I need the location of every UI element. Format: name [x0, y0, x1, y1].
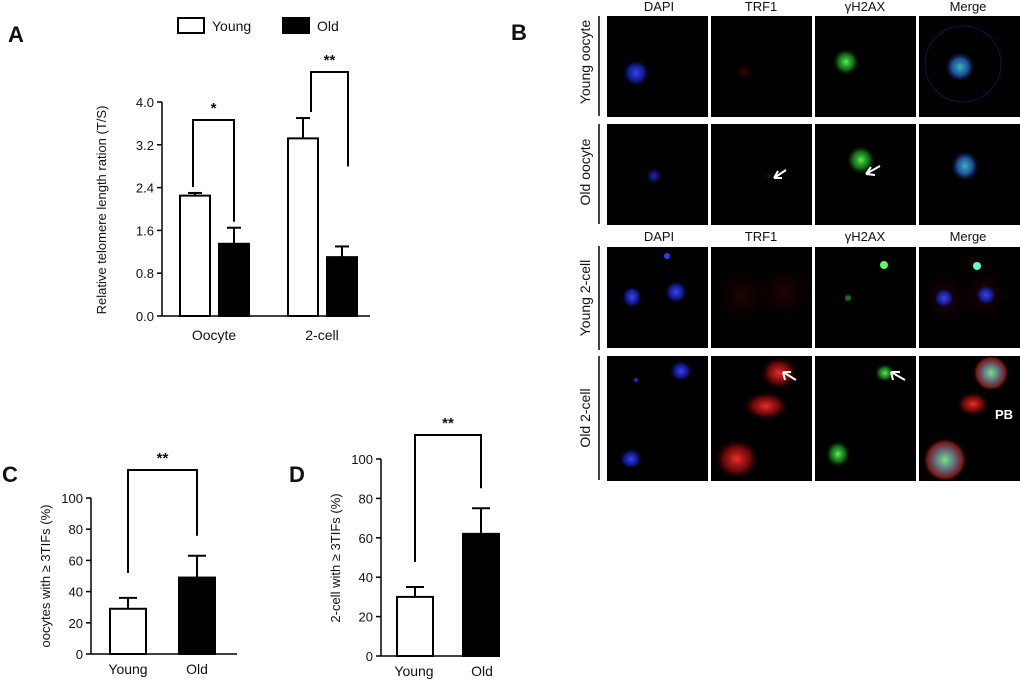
panel-letter-b: B — [511, 20, 527, 45]
y-tick-label: 100 — [351, 452, 373, 467]
x-category-label: Oocyte — [192, 327, 237, 343]
arrow-icon — [865, 165, 881, 176]
legend-label-old: Old — [317, 18, 339, 34]
significance-bracket-2cell — [310, 71, 349, 167]
x-category-label: Old — [186, 661, 208, 677]
image-old-oocyte-gh2ax — [815, 124, 916, 225]
bar-old-0 — [218, 242, 250, 317]
col-header-merge-bottom: Merge — [950, 229, 987, 244]
image-young-2cell-merge — [917, 247, 1020, 348]
y-tick-label: 0 — [366, 649, 373, 664]
image-young-2cell-dapi — [607, 247, 708, 348]
image-old-2cell-merge: PB — [919, 355, 1020, 482]
y-tick-label: 60 — [359, 531, 373, 546]
significance-bracket-label: ** — [157, 450, 169, 467]
col-header-gh2ax-bottom: γH2AX — [845, 229, 886, 244]
y-tick-label: 40 — [359, 570, 373, 585]
y-axis-label: Relative telomere length ration (T/S) — [94, 106, 109, 315]
arrow-icon — [782, 371, 797, 381]
col-header-trf1-top: TRF1 — [745, 0, 778, 14]
image-old-2cell-trf1 — [711, 356, 812, 481]
image-old-oocyte-merge — [919, 124, 1020, 225]
legend: Young Old — [177, 17, 339, 34]
arrow-icon — [890, 371, 906, 381]
x-category-label: 2-cell — [305, 327, 338, 343]
x-category-label: Young — [394, 663, 433, 679]
col-header-merge-top: Merge — [950, 0, 987, 14]
y-tick-label: 40 — [69, 585, 83, 600]
image-young-oocyte-merge — [919, 16, 1020, 117]
image-young-oocyte-trf1 — [711, 16, 812, 117]
bar-old — [178, 576, 216, 655]
legend-label-young: Young — [212, 18, 251, 34]
y-axis-label: 2-cell with ≥ 3TIFs (%) — [328, 493, 343, 622]
y-tick-label: 20 — [359, 610, 373, 625]
pb-annotation: PB — [995, 407, 1013, 422]
image-old-2cell-dapi — [607, 356, 708, 481]
y-tick-label: 3.2 — [136, 138, 154, 153]
panel-letter-c: C — [2, 462, 18, 487]
x-category-label: Old — [471, 663, 493, 679]
y-tick-label: 4.0 — [136, 95, 154, 110]
bar-young-1 — [287, 137, 319, 317]
y-tick-label: 0 — [76, 647, 83, 662]
significance-bracket-oocyte-label: * — [211, 100, 217, 117]
image-young-oocyte-gh2ax — [815, 16, 916, 117]
y-tick-label: 0.0 — [136, 309, 154, 324]
row-label-old-2cell: Old 2-cell — [577, 388, 593, 447]
y-tick-label: 60 — [69, 553, 83, 568]
bar-young — [396, 595, 434, 658]
col-header-trf1-bottom: TRF1 — [745, 229, 778, 244]
significance-bracket — [414, 434, 482, 563]
image-young-oocyte-dapi — [607, 16, 708, 117]
image-old-2cell-gh2ax — [815, 356, 916, 481]
col-header-dapi-top: DAPI — [644, 0, 674, 14]
image-young-2cell-trf1 — [711, 247, 814, 348]
col-header-dapi-bottom: DAPI — [644, 229, 674, 244]
arrow-icon — [773, 169, 787, 179]
microscopy-panel: DAPI TRF1 γH2AX Merge DAPI TRF1 γH2AX Me… — [577, 0, 1020, 482]
bar-old — [462, 532, 500, 657]
row-label-young-2cell: Young 2-cell — [577, 260, 593, 337]
image-young-2cell-gh2ax — [815, 247, 916, 348]
y-tick-label: 2.4 — [136, 181, 154, 196]
significance-bracket-2cell-label: ** — [324, 52, 336, 69]
significance-bracket-oocyte — [192, 119, 235, 222]
y-axis-label: oocytes with ≥ 3TIFs (%) — [38, 505, 53, 648]
row-label-young-oocyte: Young oocyte — [577, 20, 593, 105]
significance-bracket-label: ** — [442, 415, 454, 432]
panel-letter-a: A — [8, 22, 24, 47]
y-tick-label: 80 — [69, 522, 83, 537]
bar-old-1 — [326, 256, 358, 317]
y-tick-label: 1.6 — [136, 223, 154, 238]
significance-bracket — [127, 469, 198, 573]
image-old-oocyte-trf1 — [711, 124, 812, 225]
panel-letter-d: D — [289, 462, 305, 487]
chart-c: 0 20 40 60 80 100 Young Old ** oocytes with ≥ 3TI… — [38, 450, 237, 677]
bar-young — [109, 607, 147, 656]
y-tick-label: 100 — [61, 491, 83, 506]
chart-d: 0 20 40 60 80 100 Young Old ** 2-cell with ≥ 3TIF… — [328, 415, 500, 679]
row-label-old-oocyte: Old oocyte — [577, 138, 593, 205]
x-category-label: Young — [108, 661, 147, 677]
col-header-gh2ax-top: γH2AX — [845, 0, 886, 14]
y-tick-label: 20 — [69, 616, 83, 631]
bar-young-0 — [179, 194, 211, 317]
image-old-oocyte-dapi — [607, 124, 708, 225]
y-tick-label: 80 — [359, 491, 373, 506]
legend-swatch-young — [177, 17, 205, 34]
y-tick-label: 0.8 — [136, 266, 154, 281]
legend-swatch-old — [282, 17, 310, 34]
